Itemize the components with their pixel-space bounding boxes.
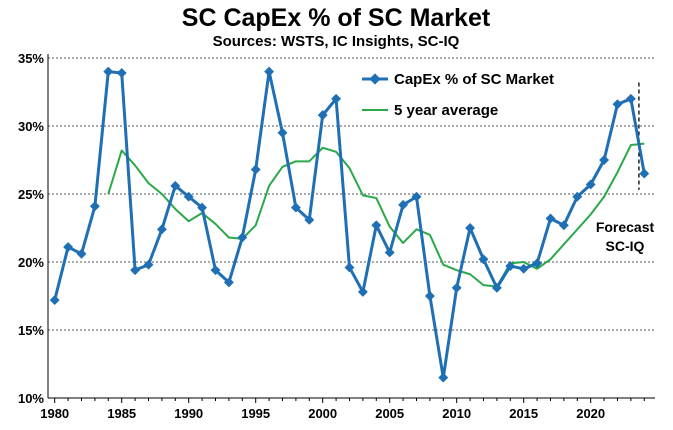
capex-point-2019 bbox=[572, 191, 583, 202]
capex-point-1983 bbox=[89, 201, 100, 212]
y-tick-label: 15% bbox=[18, 323, 44, 338]
capex-point-2005 bbox=[384, 247, 395, 258]
capex-point-1993 bbox=[223, 277, 234, 288]
x-tick-label: 2020 bbox=[576, 406, 605, 421]
capex-point-1999 bbox=[304, 214, 315, 225]
capex-point-1988 bbox=[156, 224, 167, 235]
capex-point-1997 bbox=[277, 127, 288, 138]
capex-point-2024 bbox=[639, 168, 650, 179]
capex-point-1996 bbox=[264, 66, 275, 77]
capex-point-2007 bbox=[411, 191, 422, 202]
capex-point-2015 bbox=[518, 263, 529, 274]
legend: CapEx % of SC Market 5 year average bbox=[362, 71, 554, 119]
capex-point-2009 bbox=[438, 372, 449, 383]
x-tick-label: 1980 bbox=[40, 406, 69, 421]
x-axis-ticks: 1980 1985 1990 1995 2000 2005 2010 2015 2020 bbox=[40, 398, 645, 421]
axes bbox=[47, 54, 655, 399]
capex-point-2004 bbox=[371, 220, 382, 231]
capex-point-1985 bbox=[116, 68, 127, 78]
capex-point-2012 bbox=[478, 254, 489, 265]
capex-point-1990 bbox=[183, 191, 194, 202]
capex-point-1991 bbox=[197, 202, 208, 213]
chart-title: SC CapEx % of SC Market bbox=[182, 4, 491, 32]
capex-point-2018 bbox=[558, 220, 569, 231]
capex-point-2016 bbox=[532, 258, 543, 269]
capex-point-2017 bbox=[545, 213, 556, 224]
x-tick-label: 1985 bbox=[107, 406, 136, 421]
y-tick-label: 30% bbox=[18, 119, 44, 134]
capex-point-2006 bbox=[398, 199, 409, 210]
gridlines bbox=[48, 57, 655, 331]
capex-point-1980 bbox=[49, 295, 60, 306]
capex-point-2008 bbox=[424, 291, 435, 301]
y-tick-label: 25% bbox=[18, 187, 44, 202]
x-tick-label: 1990 bbox=[174, 406, 203, 421]
y-tick-label: 20% bbox=[18, 255, 44, 270]
capex-point-2020 bbox=[585, 179, 596, 190]
x-tick-label: 2005 bbox=[375, 406, 404, 421]
capex-point-2014 bbox=[505, 261, 516, 272]
series-line-capex bbox=[53, 70, 646, 380]
capex-point-1987 bbox=[143, 259, 154, 270]
forecast-annotation-line2: SC-IQ bbox=[606, 238, 645, 254]
capex-point-1994 bbox=[237, 232, 248, 243]
x-tick-label: 1995 bbox=[241, 406, 270, 421]
capex-point-2010 bbox=[451, 282, 462, 293]
y-axis-ticks: 10% 15% 20% 25% 30% 35% bbox=[18, 51, 44, 406]
series-group bbox=[49, 66, 650, 383]
capex-point-2021 bbox=[599, 155, 610, 165]
legend-label-avg: 5 year average bbox=[394, 102, 498, 119]
forecast-annotation-line1: Forecast bbox=[596, 219, 655, 235]
capex-point-2011 bbox=[465, 223, 476, 233]
y-tick-label: 10% bbox=[18, 391, 44, 406]
capex-point-2023 bbox=[625, 93, 636, 104]
capex-point-1995 bbox=[250, 164, 261, 175]
capex-point-2003 bbox=[357, 286, 368, 297]
y-tick-label: 35% bbox=[18, 51, 44, 66]
capex-point-1986 bbox=[130, 265, 141, 276]
x-tick-label: 2015 bbox=[509, 406, 538, 421]
capex-point-1981 bbox=[63, 242, 74, 252]
capex-point-1998 bbox=[290, 202, 301, 213]
legend-label-capex: CapEx % of SC Market bbox=[394, 71, 554, 88]
capex-point-1992 bbox=[210, 265, 221, 276]
x-tick-label: 2010 bbox=[442, 406, 471, 421]
x-tick-label: 2000 bbox=[308, 406, 337, 421]
capex-point-2002 bbox=[344, 262, 355, 273]
capex-point-2013 bbox=[491, 282, 502, 293]
capex-point-1989 bbox=[170, 180, 181, 191]
capex-point-1984 bbox=[103, 66, 114, 77]
capex-point-1982 bbox=[76, 248, 87, 259]
chart-subtitle: Sources: WSTS, IC Insights, SC-IQ bbox=[213, 33, 460, 50]
legend-marker-capex bbox=[369, 73, 381, 85]
series-line-5-year-average bbox=[107, 142, 645, 288]
capex-point-2022 bbox=[612, 99, 623, 110]
